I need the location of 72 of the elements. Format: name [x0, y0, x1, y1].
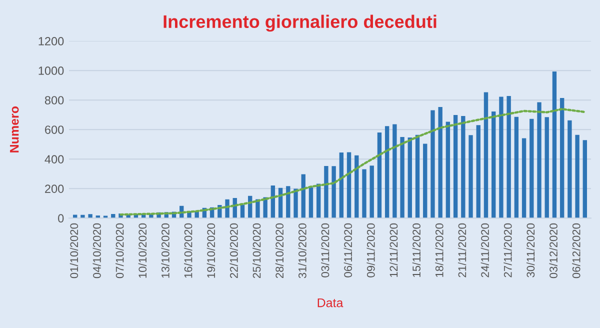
bar [499, 96, 504, 218]
bar [544, 117, 549, 218]
bar [362, 169, 366, 218]
x-tick-label: 03/11/2020 [321, 223, 330, 278]
bar [514, 116, 519, 218]
x-tick-label: 13/10/2020 [161, 223, 170, 278]
bar [377, 132, 382, 218]
bar [506, 96, 511, 218]
bar [568, 120, 572, 218]
bar [438, 106, 442, 218]
bar [552, 72, 557, 218]
x-tick-label: 15/11/2020 [412, 223, 420, 277]
x-tick-label: 28/10/2020 [275, 223, 284, 278]
bar [461, 116, 466, 218]
x-tick-label: 09/11/2020 [366, 223, 375, 278]
bar [453, 114, 458, 218]
x-tick-label: 03/12/2020 [549, 223, 558, 278]
y-tick-label: 200 [45, 184, 64, 193]
bar [537, 102, 542, 218]
x-tick-label: 04/10/2020 [92, 223, 101, 278]
x-tick-label: 18/11/2020 [435, 223, 444, 277]
bar [522, 138, 526, 218]
bar [370, 166, 374, 218]
bar [332, 166, 336, 218]
y-axis-title: Numero [10, 106, 19, 152]
x-tick-label: 19/10/2020 [206, 223, 216, 278]
x-tick-label: 16/10/2020 [184, 223, 192, 278]
bar [354, 155, 359, 218]
x-tick-label: 06/12/2020 [572, 223, 580, 278]
bar [423, 144, 428, 218]
y-tick-label: 600 [45, 126, 64, 134]
x-tick-label: 24/11/2020 [480, 223, 489, 278]
y-tick-label: 1200 [38, 37, 64, 46]
bar [582, 140, 588, 218]
bar [446, 122, 450, 218]
x-tick-label: 06/11/2020 [344, 223, 352, 278]
bar [575, 134, 580, 218]
bar [415, 134, 420, 218]
bar [88, 214, 92, 218]
bar [530, 118, 534, 218]
bar [339, 152, 344, 218]
x-tick-label: 25/10/2020 [252, 223, 261, 278]
x-tick-label: 22/10/2020 [230, 223, 238, 278]
x-tick-label: 01/10/2020 [70, 223, 78, 278]
y-tick-label: 800 [44, 96, 64, 104]
bar [430, 110, 435, 218]
x-tick-label: 30/11/2020 [526, 223, 535, 278]
chart-title: Incremento giornaliero deceduti [164, 14, 436, 32]
x-axis-title: Data [318, 298, 344, 308]
bar [492, 112, 496, 218]
bar [468, 135, 473, 218]
bar [408, 138, 412, 218]
bar [476, 125, 480, 218]
x-tick-label: 12/11/2020 [390, 223, 398, 277]
line-series [120, 108, 586, 216]
bar [384, 126, 390, 218]
bar [324, 166, 328, 218]
x-tick-label: 21/11/2020 [458, 223, 466, 278]
bar [560, 98, 564, 218]
bar [484, 92, 488, 218]
x-tick-label: 07/10/2020 [116, 223, 124, 278]
y-tick-label: 1000 [38, 66, 64, 75]
bar [308, 187, 314, 218]
bar [392, 124, 397, 218]
x-tick-label: 31/10/2020 [298, 223, 306, 278]
y-tick-label: 0 [58, 214, 64, 223]
bar [294, 188, 298, 218]
x-tick-label: 10/10/2020 [138, 223, 147, 278]
bar [346, 152, 352, 218]
x-tick-label: 27/11/2020 [504, 223, 512, 278]
y-tick-label: 400 [44, 155, 64, 164]
bar [400, 136, 404, 218]
